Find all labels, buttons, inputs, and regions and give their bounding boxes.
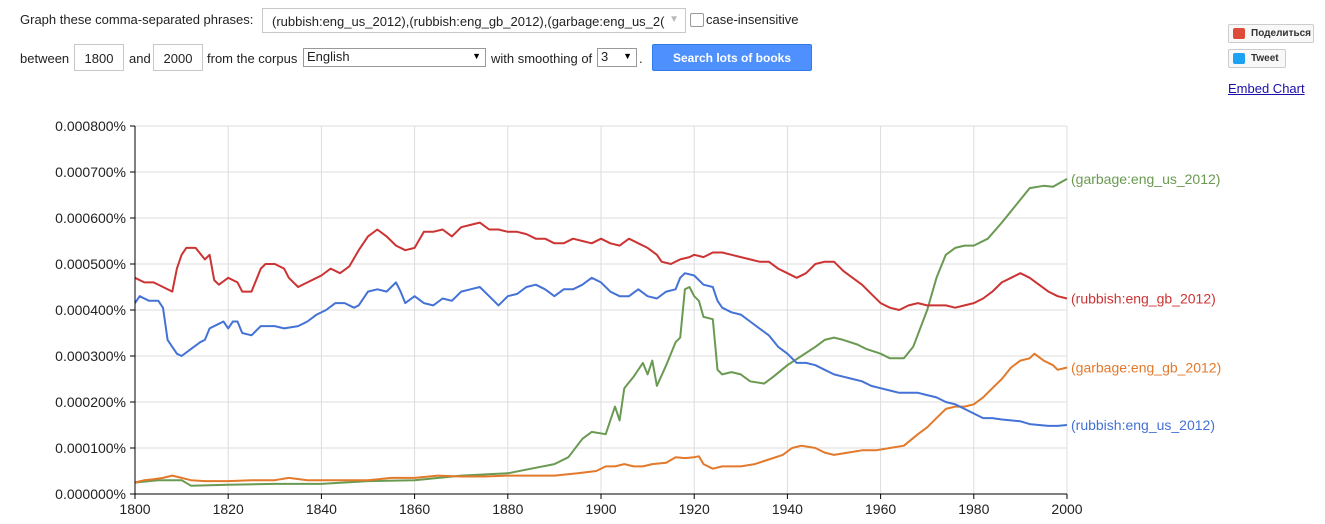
x-tick-label: 1860 xyxy=(399,501,430,517)
tweet-label: Tweet xyxy=(1251,53,1279,64)
chart-series xyxy=(134,178,1068,487)
y-tick-label: 0.000200% xyxy=(55,394,126,410)
between-label: between xyxy=(20,51,70,66)
tweet-button[interactable]: Tweet xyxy=(1228,49,1286,68)
dropdown-arrow-icon[interactable]: ▼ xyxy=(669,14,679,25)
series-line-rubbish-eng-gb-2012 xyxy=(134,221,1068,311)
phrases-input-value: (rubbish:eng_us_2012),(rubbish:eng_gb_20… xyxy=(272,14,665,29)
end-year-input[interactable]: 2000 xyxy=(153,44,203,71)
case-insensitive-checkbox[interactable] xyxy=(690,13,704,27)
gplus-icon xyxy=(1233,28,1245,39)
corpus-label: from the corpus xyxy=(207,51,298,66)
y-tick-label: 0.000700% xyxy=(55,164,126,180)
y-tick-label: 0.000000% xyxy=(55,486,126,502)
series-label-rubbish-eng-gb-2012: (rubbish:eng_gb_2012) xyxy=(1071,291,1216,307)
y-tick-label: 0.000500% xyxy=(55,256,126,272)
y-tick-label: 0.000800% xyxy=(55,118,126,134)
phrases-input[interactable]: (rubbish:eng_us_2012),(rubbish:eng_gb_20… xyxy=(262,8,686,33)
start-year-input[interactable]: 1800 xyxy=(74,44,124,71)
ngram-line-chart: 1800 1820 1840 1860 1880 1900 1920 1940 1960 1980… xyxy=(55,118,1221,517)
x-tick-label: 1880 xyxy=(492,501,523,517)
series-line-rubbish-eng-us-2012 xyxy=(134,272,1068,427)
x-tick-label: 1840 xyxy=(306,501,337,517)
x-tick-label: 1800 xyxy=(119,501,150,517)
search-button[interactable]: Search lots of books xyxy=(652,44,812,71)
corpus-select-value: English xyxy=(307,49,350,64)
and-label: and xyxy=(129,51,151,66)
series-label-garbage-eng-gb-2012: (garbage:eng_gb_2012) xyxy=(1071,360,1221,376)
y-tick-label: 0.000400% xyxy=(55,302,126,318)
x-tick-label: 1900 xyxy=(585,501,616,517)
chart-grid xyxy=(135,125,1068,494)
smoothing-suffix: . xyxy=(639,51,643,66)
chevron-down-icon: ▼ xyxy=(472,51,481,61)
series-label-rubbish-eng-us-2012: (rubbish:eng_us_2012) xyxy=(1071,417,1215,433)
y-tick-label: 0.000100% xyxy=(55,440,126,456)
x-tick-label: 1820 xyxy=(213,501,244,517)
embed-chart-link[interactable]: Embed Chart xyxy=(1228,81,1305,96)
x-tick-label: 1960 xyxy=(865,501,896,517)
case-insensitive-label: case-insensitive xyxy=(706,12,799,27)
gplus-share-button[interactable]: Поделиться xyxy=(1228,24,1314,43)
phrases-label: Graph these comma-separated phrases: xyxy=(20,12,254,27)
smoothing-select-value: 3 xyxy=(601,49,609,64)
chart-labels: (garbage:eng_us_2012) (rubbish:eng_gb_201… xyxy=(1071,171,1221,433)
x-tick-label: 2000 xyxy=(1051,501,1082,517)
x-tick-label: 1980 xyxy=(958,501,989,517)
corpus-select[interactable]: English ▼ xyxy=(303,48,486,67)
twitter-bird-icon xyxy=(1233,53,1245,64)
gplus-share-label: Поделиться xyxy=(1251,28,1312,39)
x-tick-label: 1940 xyxy=(772,501,803,517)
smoothing-select[interactable]: 3 ▼ xyxy=(597,48,637,67)
y-tick-label: 0.000300% xyxy=(55,348,126,364)
series-line-garbage-eng-us-2012 xyxy=(134,178,1068,487)
chart-axes: 1800 1820 1840 1860 1880 1900 1920 1940 1960 1980… xyxy=(55,118,1083,517)
chevron-down-icon: ▼ xyxy=(623,51,632,61)
series-label-garbage-eng-us-2012: (garbage:eng_us_2012) xyxy=(1071,171,1220,187)
smoothing-label: with smoothing of xyxy=(491,51,593,66)
x-tick-label: 1920 xyxy=(679,501,710,517)
y-tick-label: 0.000600% xyxy=(55,210,126,226)
series-line-garbage-eng-gb-2012 xyxy=(134,352,1068,484)
